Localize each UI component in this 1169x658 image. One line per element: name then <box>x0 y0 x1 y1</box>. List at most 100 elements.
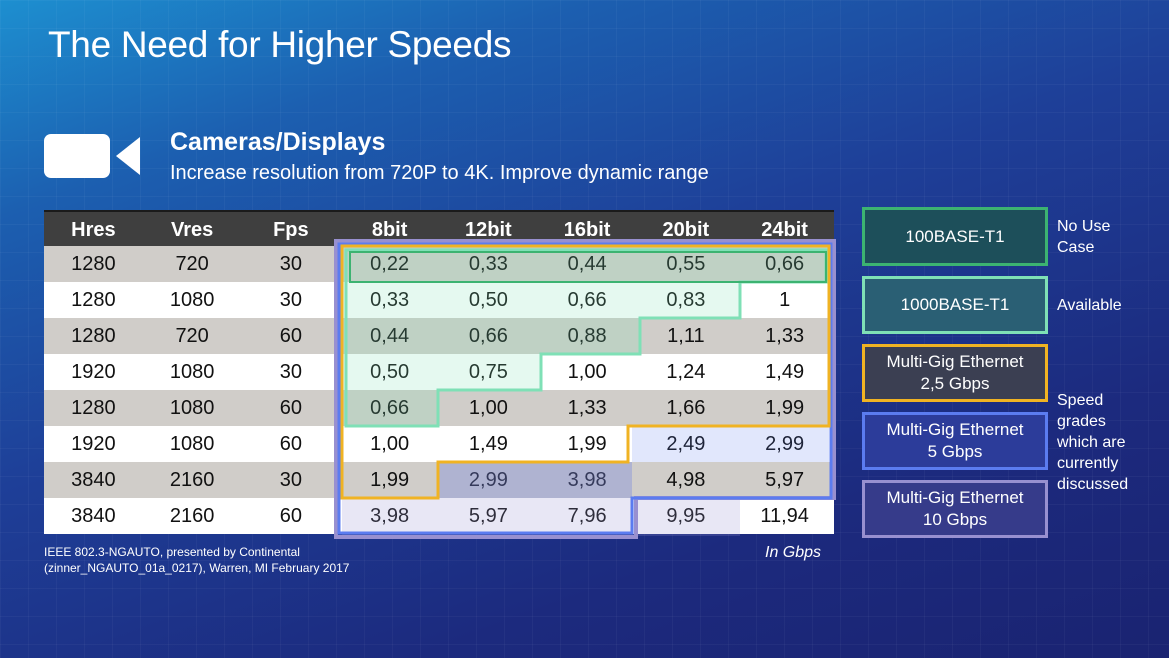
legend-1000base-t1: 1000BASE-T1 <box>862 276 1048 334</box>
legend-label: Multi-Gig Ethernet <box>886 488 1024 507</box>
legend-label: Multi-Gig Ethernet <box>886 420 1024 439</box>
table-cell: 1,99 <box>765 397 805 419</box>
table-cell: 0,66 <box>765 253 805 275</box>
slide-title: The Need for Higher Speeds <box>48 24 512 65</box>
table-cell: 0,33 <box>468 253 508 275</box>
table-cell: 1,11 <box>667 325 705 347</box>
table-cell: 1,49 <box>468 433 508 455</box>
table-cell: 9,95 <box>666 505 706 527</box>
header-24bit: 24bit <box>761 219 808 241</box>
table-cell: 60 <box>279 325 302 347</box>
table-cell: 1280 <box>71 289 116 311</box>
table-cell: 0,66 <box>468 325 508 347</box>
table-cell: 0,75 <box>468 361 508 383</box>
table-cell: 0,88 <box>567 325 607 347</box>
table-cell: 1080 <box>169 289 215 311</box>
table-cell: 60 <box>279 505 302 527</box>
unit-label: In Gbps <box>765 544 822 561</box>
table-cell: 0,83 <box>666 289 706 311</box>
table-cell: 4,98 <box>666 469 706 491</box>
table-cell: 1080 <box>169 433 215 455</box>
header-vres: Vres <box>170 219 214 241</box>
table-cell: 2160 <box>169 469 215 491</box>
table-cell: 1,33 <box>567 397 607 419</box>
legend-label: 2,5 Gbps <box>920 374 990 393</box>
source-citation: IEEE 802.3-NGAUTO, presented by Continen… <box>44 545 350 575</box>
table-cell: 0,50 <box>370 361 410 383</box>
header-16bit: 16bit <box>563 219 611 241</box>
table-cell: 3840 <box>71 505 116 527</box>
section-heading: Cameras/Displays <box>170 128 386 156</box>
legend-multigig-2g5: Multi-Gig Ethernet 2,5 Gbps <box>862 344 1048 402</box>
legend-label: 1000BASE-T1 <box>900 295 1010 314</box>
note-available: Available <box>1057 297 1122 314</box>
table-cell: 0,44 <box>370 325 410 347</box>
legend-multigig-10g: Multi-Gig Ethernet 10 Gbps <box>862 480 1048 538</box>
legend-label: 5 Gbps <box>927 442 983 461</box>
header-12bit: 12bit <box>465 219 512 241</box>
table-cell: 0,55 <box>666 253 706 275</box>
table-row: 1280 720 30 0,22 0,33 0,44 0,55 0,66 <box>44 246 834 282</box>
table-cell: 1 <box>779 289 791 311</box>
table-cell: 2,99 <box>765 433 805 455</box>
table-row: 1920 1080 60 1,00 1,49 1,99 2,49 2,99 <box>44 426 834 462</box>
table-cell: 2,99 <box>468 469 508 491</box>
table-cell: 1920 <box>71 361 116 383</box>
legend-multigig-5g: Multi-Gig Ethernet 5 Gbps <box>862 412 1048 470</box>
table-cell: 30 <box>279 253 302 275</box>
table-cell: 30 <box>279 469 302 491</box>
table-cell: 1,99 <box>567 433 607 455</box>
table-cell: 0,66 <box>567 289 607 311</box>
table-cell: 60 <box>279 433 302 455</box>
table-cell: 30 <box>279 361 302 383</box>
table-header-row: Hres Vres Fps 8bit 12bit 16bit 20bit 24b… <box>44 210 834 246</box>
table-cell: 60 <box>279 397 302 419</box>
table-cell: 1,00 <box>468 397 508 419</box>
header-fps: Fps <box>273 219 309 241</box>
legend-100base-t1: 100BASE-T1 <box>862 207 1048 266</box>
table-cell: 2160 <box>169 505 215 527</box>
table-cell: 1920 <box>71 433 116 455</box>
bandwidth-table: Hres Vres Fps 8bit 12bit 16bit 20bit 24b… <box>44 210 834 534</box>
header-20bit: 20bit <box>662 219 710 241</box>
header-hres: Hres <box>71 219 116 241</box>
table-cell: 3840 <box>71 469 116 491</box>
table-cell: 1,24 <box>666 361 706 383</box>
table-cell: 3,98 <box>370 505 410 527</box>
table-row: 3840 2160 30 1,99 2,99 3,98 4,98 5,97 <box>44 462 834 498</box>
table-cell: 1080 <box>169 397 215 419</box>
table-row: 1280 1080 60 0,66 1,00 1,33 1,66 1,99 <box>44 390 834 426</box>
note-speed-grades: Speed grades which are currently discuss… <box>1057 392 1129 493</box>
video-camera-icon <box>44 134 140 178</box>
table-cell: 0,22 <box>370 253 410 275</box>
table-cell: 1,00 <box>567 361 607 383</box>
section-subheading: Increase resolution from 720P to 4K. Imp… <box>170 162 709 184</box>
table-cell: 1280 <box>71 397 116 419</box>
header-8bit: 8bit <box>371 219 408 241</box>
table-cell: 0,33 <box>370 289 410 311</box>
table-row: 1280 1080 30 0,33 0,50 0,66 0,83 1 <box>44 282 834 318</box>
table-cell: 7,96 <box>567 505 607 527</box>
table-cell: 0,50 <box>468 289 508 311</box>
table-row: 1920 1080 30 0,50 0,75 1,00 1,24 1,49 <box>44 354 834 390</box>
table-cell: 11,94 <box>760 505 809 527</box>
table-cell: 1,99 <box>370 469 410 491</box>
table-cell: 1,66 <box>666 397 706 419</box>
table-cell: 1280 <box>71 325 116 347</box>
table-cell: 1280 <box>71 253 116 275</box>
table-cell: 30 <box>279 289 302 311</box>
table-cell: 1,49 <box>765 361 805 383</box>
table-row: 3840 2160 60 3,98 5,97 7,96 9,95 11,94 <box>44 498 834 534</box>
table-cell: 1,33 <box>765 325 805 347</box>
table-cell: 720 <box>175 253 209 275</box>
legend-label: 100BASE-T1 <box>905 226 1005 246</box>
table-cell: 5,97 <box>468 505 508 527</box>
note-no-use-case: No Use Case <box>1057 218 1111 256</box>
table-cell: 3,98 <box>567 469 607 491</box>
legend-label: 10 Gbps <box>922 510 988 529</box>
table-cell: 5,97 <box>765 469 805 491</box>
table-cell: 0,66 <box>370 397 410 419</box>
table-cell: 720 <box>175 325 209 347</box>
table-cell: 1080 <box>169 361 215 383</box>
legend-label: Multi-Gig Ethernet <box>886 352 1024 371</box>
